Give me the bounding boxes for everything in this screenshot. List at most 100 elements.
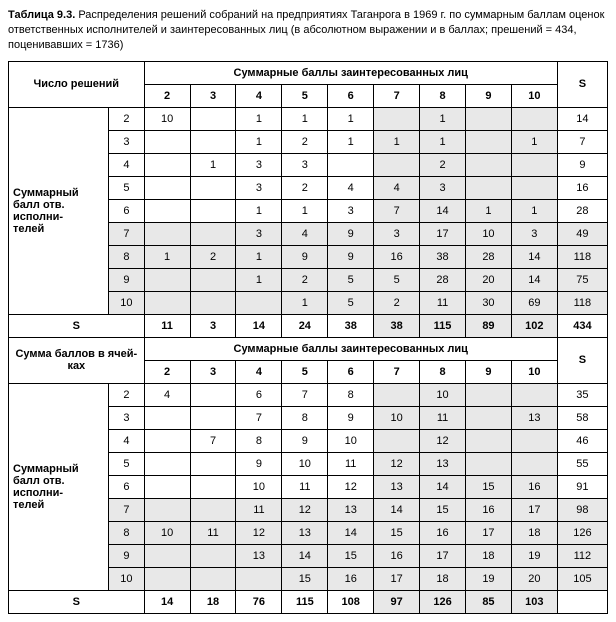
sum-cell: 115: [420, 314, 466, 337]
row-key: 2: [109, 107, 144, 130]
cell: 13: [420, 452, 466, 475]
sum-cell: 38: [328, 314, 374, 337]
row-key: 8: [109, 521, 144, 544]
cell: 9: [328, 406, 374, 429]
cell: 20: [465, 268, 511, 291]
cell: [144, 199, 190, 222]
cell: 3: [420, 176, 466, 199]
sum-row-2: S 1418761151089712685103: [9, 590, 608, 613]
cell: 4: [374, 176, 420, 199]
row-sum: 46: [557, 429, 607, 452]
cell: [511, 153, 557, 176]
cell: 7: [236, 406, 282, 429]
hdr-interested-2: Суммарные баллы заинтересованных лиц: [144, 337, 557, 360]
cell: [144, 176, 190, 199]
sum-total: 434: [557, 314, 607, 337]
col-header: 10: [511, 84, 557, 107]
cell: [190, 199, 236, 222]
cell: 5: [328, 291, 374, 314]
cell: 11: [282, 475, 328, 498]
row-key: 6: [109, 475, 144, 498]
cell: [328, 153, 374, 176]
row-sum: 7: [557, 130, 607, 153]
cell: 10: [144, 107, 190, 130]
cell: [144, 429, 190, 452]
row-key: 8: [109, 245, 144, 268]
cell: 17: [420, 222, 466, 245]
sum-cell: 126: [420, 590, 466, 613]
cell: 1: [328, 107, 374, 130]
cell: 1: [236, 199, 282, 222]
cell: [190, 567, 236, 590]
col-header: 6: [328, 84, 374, 107]
cell: 1: [511, 130, 557, 153]
cell: 13: [328, 498, 374, 521]
row-sum: 98: [557, 498, 607, 521]
cell: [190, 406, 236, 429]
cell: 10: [374, 406, 420, 429]
row-sum: 49: [557, 222, 607, 245]
row-key: 6: [109, 199, 144, 222]
sum-label-1: S: [9, 314, 145, 337]
col-header: 4: [236, 84, 282, 107]
cell: 16: [420, 521, 466, 544]
row-block-label: Суммарный балл отв. исполни- телей: [9, 383, 109, 590]
row-key: 10: [109, 291, 144, 314]
col-header: 3: [190, 360, 236, 383]
cell: 16: [511, 475, 557, 498]
sum-cell: 85: [465, 590, 511, 613]
cell: 11: [236, 498, 282, 521]
cell: 2: [282, 130, 328, 153]
cell: 3: [236, 176, 282, 199]
cell: 12: [328, 475, 374, 498]
cell: 11: [420, 406, 466, 429]
sum-cell: 3: [190, 314, 236, 337]
hdr-S-1: S: [557, 61, 607, 107]
row-key: 4: [109, 429, 144, 452]
row-sum: 55: [557, 452, 607, 475]
table-caption: Таблица 9.3. Распределения решений собра…: [8, 8, 608, 53]
col-header: 10: [511, 360, 557, 383]
cell: 15: [282, 567, 328, 590]
cell: [190, 383, 236, 406]
cell: 3: [511, 222, 557, 245]
cell: 11: [328, 452, 374, 475]
sum-cell: 89: [465, 314, 511, 337]
cell: 1: [420, 130, 466, 153]
row-sum: 16: [557, 176, 607, 199]
cell: 15: [420, 498, 466, 521]
cell: [190, 107, 236, 130]
cell: 13: [236, 544, 282, 567]
cell: 15: [374, 521, 420, 544]
sum-cell: 108: [328, 590, 374, 613]
cell: [190, 452, 236, 475]
cell: 20: [511, 567, 557, 590]
cell: 5: [374, 268, 420, 291]
sum-cell: 24: [282, 314, 328, 337]
cell: 12: [236, 521, 282, 544]
cell: 1: [465, 199, 511, 222]
cell: 13: [374, 475, 420, 498]
cell: 28: [420, 268, 466, 291]
row-key: 5: [109, 452, 144, 475]
cell: [190, 475, 236, 498]
row-key: 7: [109, 498, 144, 521]
cell: [465, 452, 511, 475]
cell: [511, 452, 557, 475]
row-sum: 112: [557, 544, 607, 567]
cell: 10: [465, 222, 511, 245]
cell: 3: [282, 153, 328, 176]
col-header: 5: [282, 84, 328, 107]
col-header: 2: [144, 84, 190, 107]
cell: 9: [328, 222, 374, 245]
col-header: 2: [144, 360, 190, 383]
cell: 7: [374, 199, 420, 222]
col-header: 4: [236, 360, 282, 383]
cell: [190, 130, 236, 153]
cell: 13: [282, 521, 328, 544]
sum-label-2: S: [9, 590, 145, 613]
cell: 1: [282, 291, 328, 314]
col-header: 8: [420, 360, 466, 383]
sum-cell: 103: [511, 590, 557, 613]
header-row-2: Сумма баллов в ячей- ках Суммарные баллы…: [9, 337, 608, 360]
